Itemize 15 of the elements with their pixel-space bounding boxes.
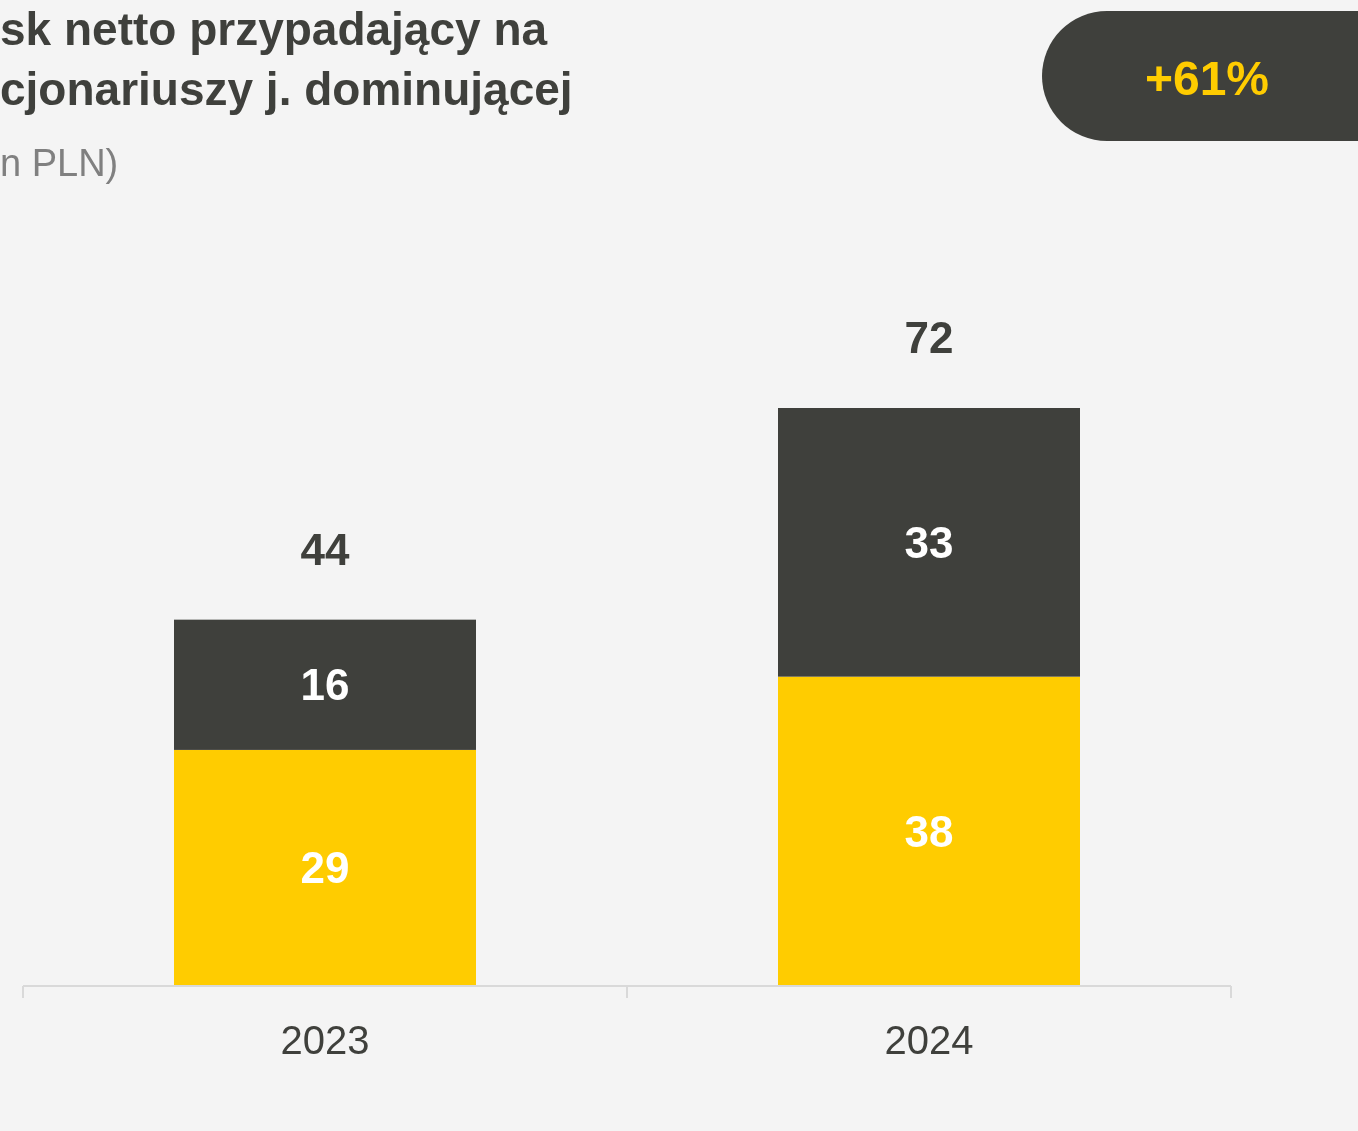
- data-label: 38: [904, 806, 954, 856]
- bar: [174, 619, 476, 750]
- x-tick-label: 2023: [280, 1018, 370, 1062]
- bar: [778, 408, 1080, 677]
- chart-title: sk netto przypadający na cjonariuszy j. dominującej: [0, 3, 573, 115]
- bar: [778, 676, 1080, 986]
- bar: [174, 749, 476, 986]
- total-label: 72: [904, 313, 954, 363]
- chart-subtitle: n PLN): [0, 142, 119, 184]
- text: +61%: [1144, 51, 1270, 105]
- data-label: 29: [300, 843, 350, 893]
- x-tick-label: 2024: [884, 1018, 974, 1062]
- data-label: 16: [300, 660, 350, 710]
- data-label: 33: [904, 517, 954, 567]
- total-label: 44: [300, 525, 350, 575]
